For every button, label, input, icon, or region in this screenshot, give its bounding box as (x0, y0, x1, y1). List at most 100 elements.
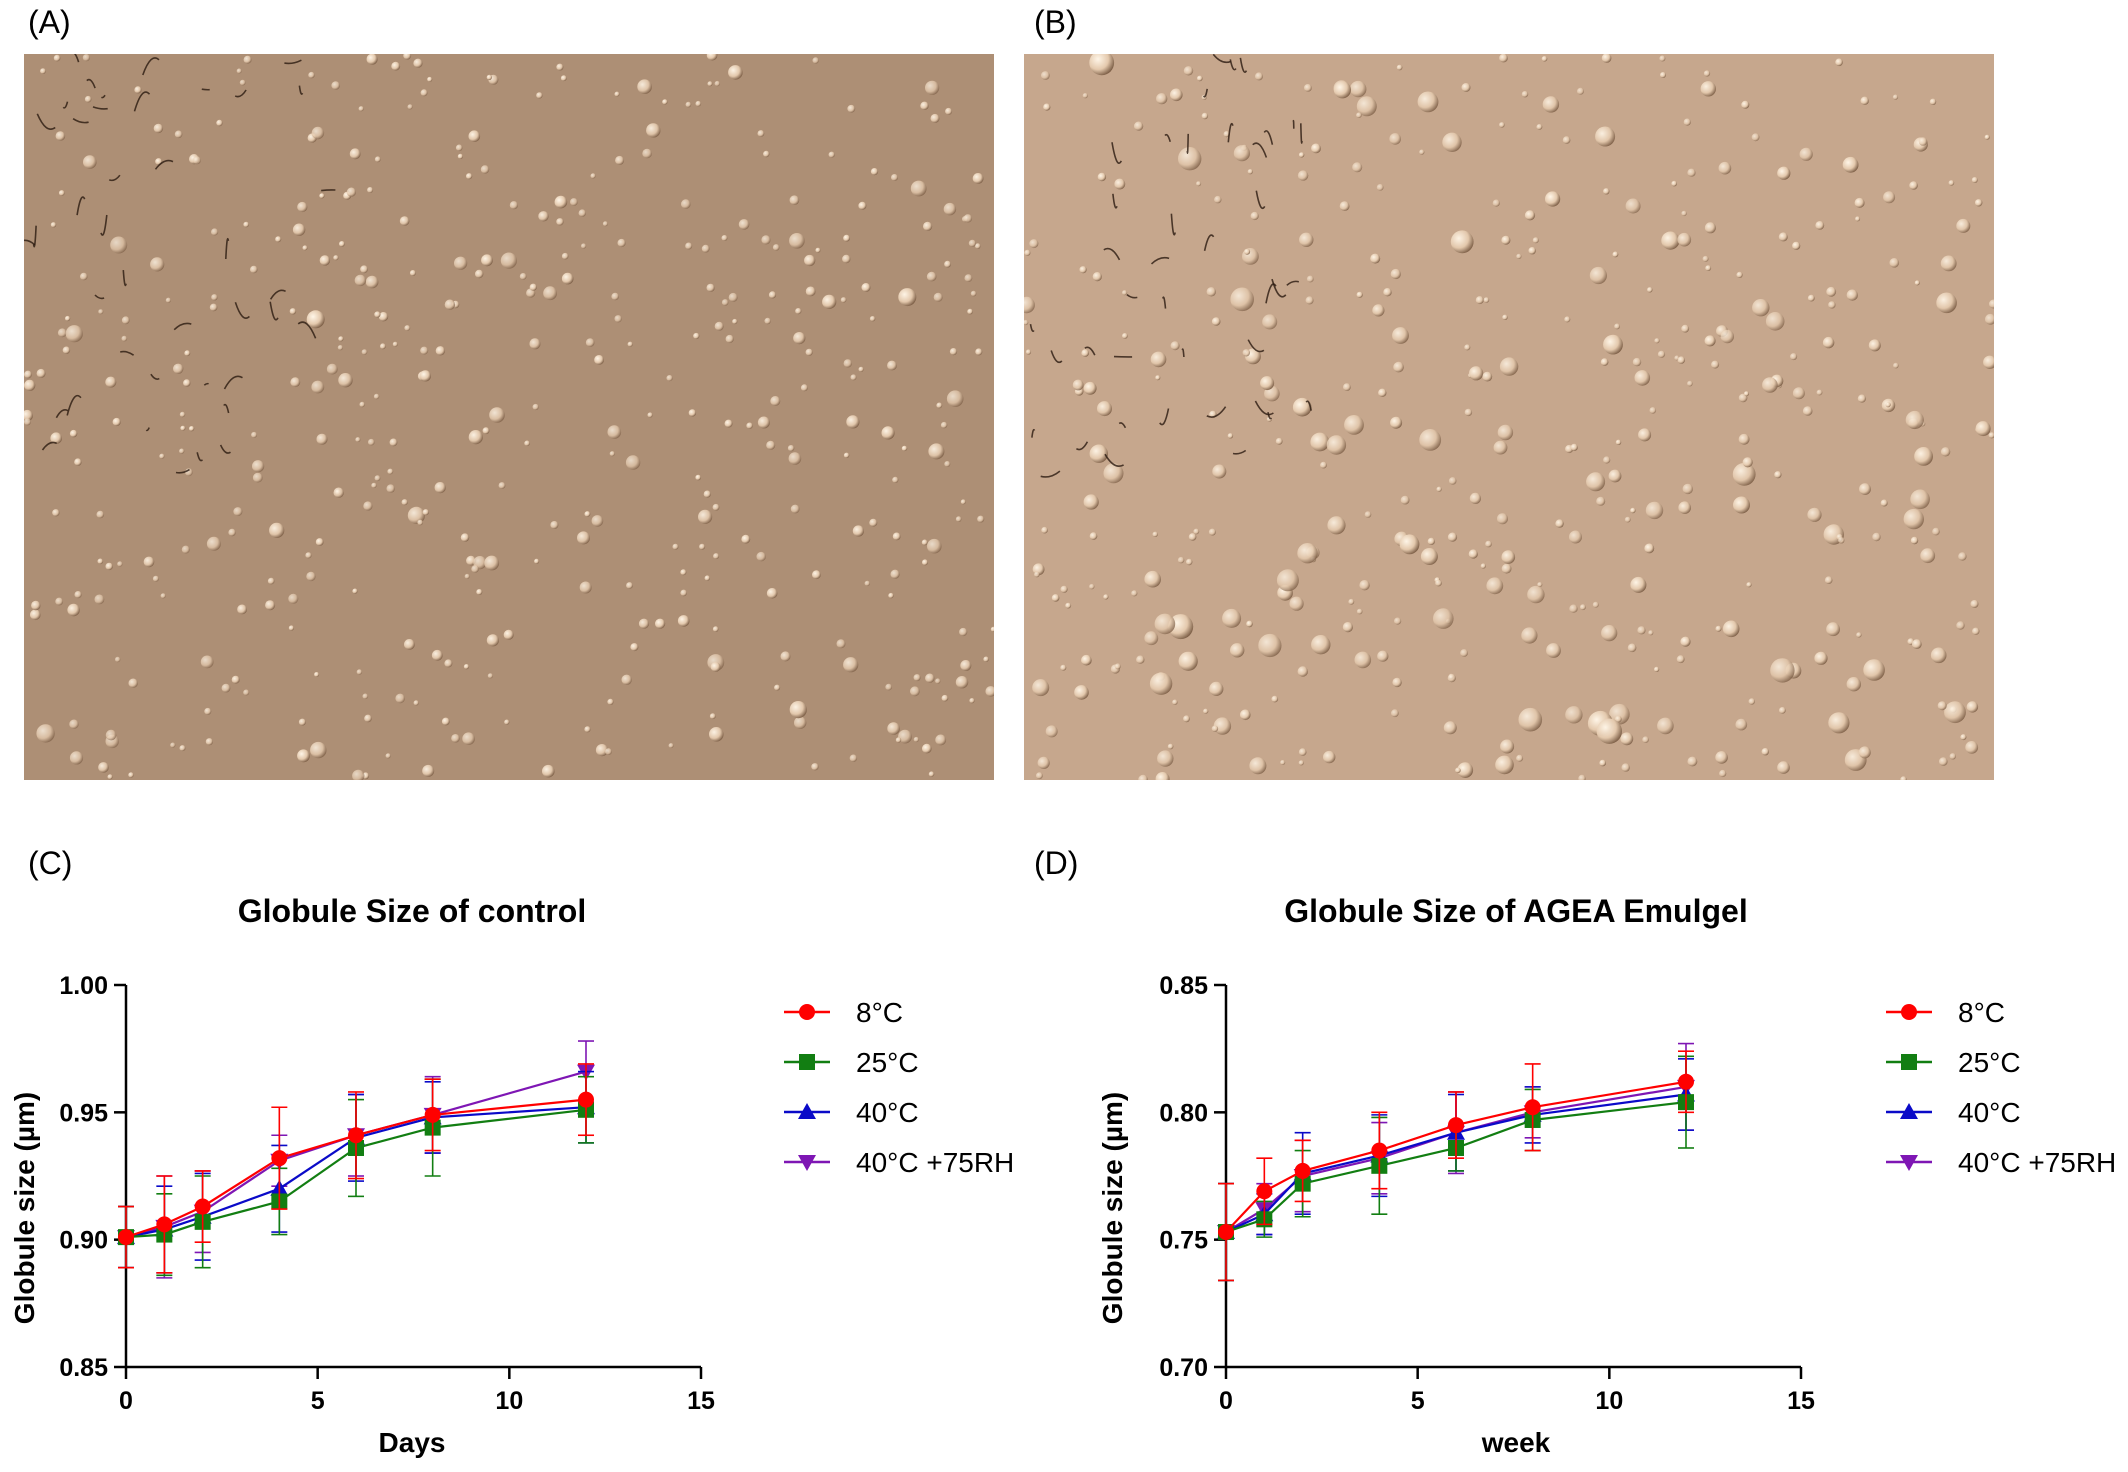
globule (828, 151, 835, 158)
globule (1678, 501, 1691, 514)
legend-item: 40°C (784, 1097, 919, 1128)
globule (1914, 447, 1933, 466)
globule (1170, 341, 1180, 351)
globule (1419, 429, 1442, 451)
globule (1310, 432, 1330, 452)
globule (463, 664, 470, 670)
globule (444, 299, 456, 310)
legend-item: 8°C (784, 997, 903, 1028)
globule (121, 316, 130, 325)
globule (98, 309, 104, 315)
globule (1846, 289, 1858, 301)
globule (591, 515, 604, 527)
globule (846, 415, 860, 429)
globule (1323, 750, 1336, 764)
globule (53, 54, 61, 62)
globule (611, 292, 619, 301)
globule (869, 316, 876, 322)
globule (1542, 96, 1560, 113)
globule (1748, 698, 1755, 705)
globule (1704, 222, 1716, 234)
y-tick-label: 0.70 (1159, 1354, 1208, 1382)
globule (310, 741, 327, 759)
globule (1824, 576, 1833, 584)
globule (1442, 132, 1462, 152)
globule (1711, 360, 1720, 369)
globule (1460, 649, 1468, 657)
globule (1660, 72, 1666, 78)
x-axis-label: Days (379, 1427, 446, 1458)
globule (1299, 232, 1314, 247)
globule (1704, 335, 1716, 347)
globule (1247, 169, 1253, 175)
fiber-strand (1162, 296, 1167, 309)
globule (815, 247, 821, 253)
legend-item: 40°C (1886, 1097, 2021, 1128)
globule (1206, 287, 1216, 297)
globule (772, 244, 780, 251)
globule (955, 676, 969, 689)
fiber-strand (1212, 54, 1231, 64)
globule (789, 701, 807, 719)
globule (486, 634, 499, 647)
fiber-strand (76, 196, 86, 216)
globule (712, 626, 719, 632)
globule (913, 674, 921, 682)
globule (1154, 613, 1176, 635)
globule (1103, 594, 1109, 600)
globule (990, 626, 994, 632)
globule (637, 79, 652, 94)
globule (1326, 435, 1347, 455)
fiber-strand (122, 270, 127, 287)
globule (1638, 428, 1652, 442)
globule (1297, 170, 1309, 181)
globule (1516, 754, 1524, 762)
globule (464, 573, 470, 579)
globule (738, 219, 750, 230)
globule (706, 54, 718, 61)
globule (1083, 494, 1099, 510)
globule (1929, 98, 1937, 105)
globule (1501, 563, 1512, 574)
globule (1364, 511, 1372, 518)
globule (524, 440, 530, 447)
globule (1777, 761, 1790, 774)
globule (943, 202, 957, 216)
globule (1720, 329, 1734, 344)
globule (1114, 178, 1126, 190)
globule (1681, 324, 1690, 333)
globule (1649, 407, 1657, 414)
globule (843, 657, 859, 673)
globule (1654, 666, 1660, 673)
x-tick-label: 10 (495, 1387, 523, 1415)
globule (1580, 604, 1586, 611)
globule (65, 325, 83, 343)
globule (1521, 627, 1538, 644)
globule (297, 201, 308, 213)
chart-control: Globule Size of control Days Globule siz… (9, 893, 1014, 1458)
globule (1621, 763, 1630, 772)
globule (869, 518, 878, 527)
chart-agea-emulgel: Globule Size of AGEA Emulgel week Globul… (1097, 893, 2116, 1458)
fiber-strand (1031, 428, 1036, 438)
globule (1170, 88, 1183, 102)
fiber-strand (223, 375, 243, 390)
globule (243, 221, 249, 228)
globule (584, 511, 591, 517)
globule (850, 374, 857, 381)
globule (1457, 762, 1474, 778)
globule (642, 148, 652, 159)
globule (920, 101, 929, 110)
globule (1620, 732, 1634, 746)
globule (1435, 579, 1442, 587)
globule (1298, 748, 1307, 756)
legend-marker (1900, 1155, 1918, 1171)
globule (1079, 266, 1087, 274)
globule (881, 426, 895, 440)
globule (360, 265, 368, 274)
fiber-strand (1254, 400, 1274, 416)
globule (1103, 463, 1124, 484)
globule (1826, 286, 1837, 297)
globule (852, 525, 865, 537)
globule (1903, 508, 1924, 530)
